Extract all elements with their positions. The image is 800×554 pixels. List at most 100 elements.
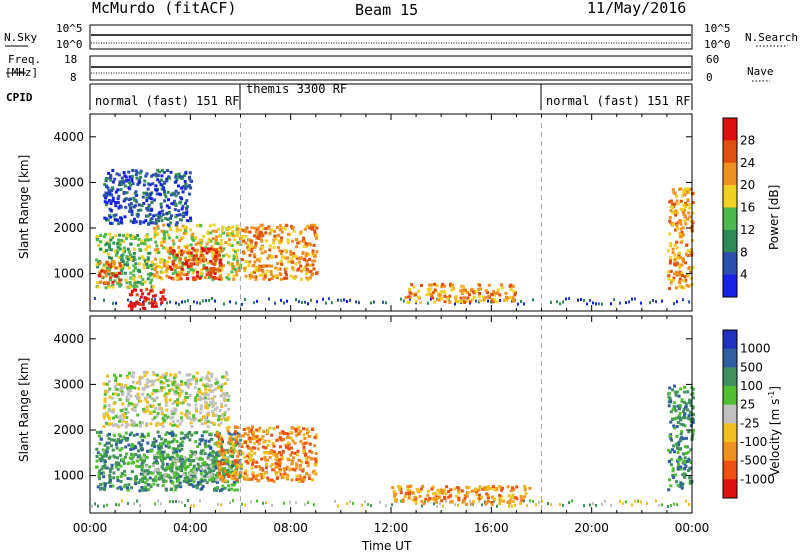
echo-cell (116, 382, 119, 386)
echo-cell (230, 270, 234, 274)
echo-cell (684, 187, 688, 191)
echo-cell (153, 294, 157, 298)
echo-cell (169, 476, 172, 480)
echo-cell (678, 280, 682, 284)
echo-cell (291, 239, 295, 243)
echo-cell (668, 287, 671, 291)
near-range-echo (322, 297, 324, 301)
echo-cell (122, 199, 126, 203)
echo-cell (218, 268, 222, 272)
echo-cell (163, 233, 166, 237)
echo-cell (160, 187, 164, 191)
echo-cell (429, 283, 433, 287)
echo-cell (156, 174, 160, 177)
echo-cell (129, 419, 133, 422)
echo-cell (673, 253, 677, 257)
echo-cell (253, 260, 257, 264)
echo-cell (435, 500, 438, 504)
echo-cell (674, 286, 678, 290)
echo-cell (138, 424, 142, 428)
echo-cell (111, 260, 115, 264)
echo-cell (465, 494, 469, 498)
echo-cell (161, 457, 164, 461)
echo-cell (123, 483, 127, 487)
echo-cell (261, 273, 264, 277)
near-range-echo (256, 499, 258, 503)
echo-cell (120, 387, 124, 391)
echo-cell (152, 275, 156, 279)
echo-cell (174, 409, 178, 413)
echo-cell (95, 459, 99, 463)
echo-cell (119, 374, 122, 378)
echo-cell (449, 488, 453, 492)
near-range-echo (670, 504, 672, 508)
echo-cell (130, 445, 134, 449)
colorbar-tick-label: -25 (740, 416, 760, 430)
echo-cell (192, 377, 196, 381)
echo-cell (136, 234, 140, 237)
echo-cell (189, 469, 193, 473)
echo-cell (216, 450, 220, 454)
echo-cell (166, 190, 170, 194)
echo-cell (206, 393, 210, 397)
echo-cell (667, 274, 671, 278)
echo-cell (506, 485, 510, 489)
colorbar-segment (723, 404, 737, 424)
near-range-echo (94, 502, 96, 506)
echo-cell (412, 285, 416, 289)
echo-cell (311, 263, 315, 267)
echo-cell (101, 455, 105, 459)
echo-cell (156, 226, 160, 230)
echo-cell (149, 237, 153, 241)
echo-cell (177, 444, 181, 448)
echo-cell (447, 490, 451, 493)
echo-cell (684, 464, 688, 468)
colorbar-segment (723, 460, 737, 480)
echo-cell (150, 174, 154, 178)
echo-cell (98, 270, 102, 274)
echo-cell (173, 264, 177, 268)
echo-cell (115, 424, 119, 428)
echo-cell (314, 433, 318, 437)
echo-cell (676, 465, 680, 468)
echo-cell (433, 300, 437, 304)
near-range-echo (112, 301, 114, 305)
near-range-echo (184, 504, 186, 508)
echo-cell (154, 267, 157, 271)
echo-cell (248, 436, 252, 440)
x-tick-label: 08:00 (273, 521, 308, 535)
echo-cell (248, 430, 252, 434)
echo-cell (272, 444, 276, 448)
echo-cell (258, 273, 262, 277)
echo-cell (140, 485, 144, 489)
echo-cell (685, 436, 688, 440)
echo-cell (266, 226, 270, 230)
power-heatmap (94, 168, 695, 311)
echo-cell (124, 412, 128, 415)
echo-cell (162, 480, 166, 483)
echo-cell (186, 251, 190, 255)
echo-cell (105, 201, 109, 205)
echo-cell (269, 270, 273, 273)
echo-cell (111, 448, 115, 452)
echo-cell (138, 489, 142, 493)
echo-cell (186, 403, 190, 406)
echo-cell (168, 398, 172, 402)
echo-cell (448, 494, 452, 498)
echo-cell (301, 442, 305, 446)
echo-cell (204, 418, 208, 422)
echo-cell (172, 255, 176, 259)
near-range-echo (595, 302, 597, 306)
echo-cell (133, 303, 137, 307)
echo-cell (460, 489, 464, 493)
echo-cell (298, 459, 302, 462)
echo-cell (228, 238, 232, 242)
echo-cell (196, 480, 200, 484)
echo-cell (211, 465, 215, 469)
echo-cell (676, 404, 680, 408)
echo-cell (102, 406, 106, 410)
echo-cell (682, 410, 685, 413)
echo-cell (273, 234, 277, 238)
echo-cell (114, 376, 118, 380)
near-range-echo (673, 302, 675, 306)
